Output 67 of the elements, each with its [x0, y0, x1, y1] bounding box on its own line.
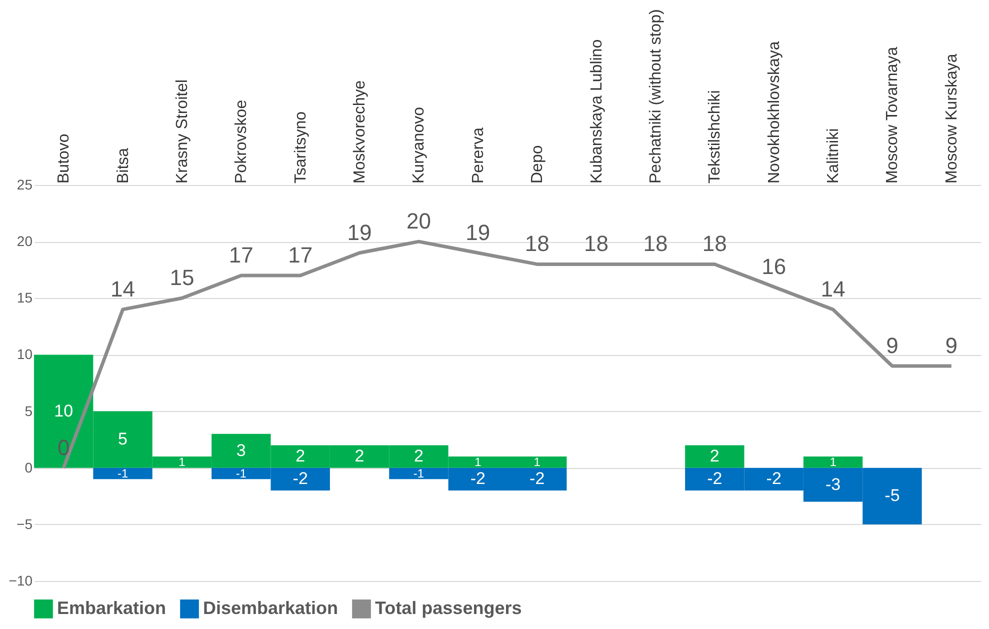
data-label: -1 — [413, 466, 424, 481]
data-label: 17 — [228, 242, 254, 268]
y-tick-label: −5 — [16, 516, 33, 532]
data-label: -2 — [470, 469, 486, 488]
data-label: 9 — [945, 333, 958, 358]
data-label: 1 — [178, 455, 186, 470]
legend-label: Embarkation — [57, 598, 166, 618]
data-label: -1 — [117, 466, 128, 481]
data-label: 19 — [347, 220, 372, 245]
data-label: 2 — [296, 446, 306, 466]
x-tick-label: Moscow Kurskaya — [943, 54, 960, 184]
data-label: -2 — [292, 469, 308, 488]
x-tick-label: Tekstilshchiki — [706, 90, 724, 184]
data-label: -5 — [884, 486, 900, 506]
x-tick-label: Depo — [529, 145, 546, 184]
data-label: 10 — [54, 401, 74, 420]
x-tick-label: Novokhokhlovskaya — [766, 41, 783, 184]
data-label: 16 — [762, 254, 786, 279]
x-tick-label: Pererva — [470, 127, 487, 184]
data-label: 18 — [643, 231, 668, 256]
x-tick-label: Krasny Stroitel — [174, 79, 191, 184]
data-label: 3 — [236, 440, 246, 460]
data-label: 2 — [710, 446, 720, 466]
data-label: -1 — [236, 466, 247, 481]
x-tick-label: Tsaritsyno — [292, 111, 310, 184]
data-label: 14 — [820, 276, 846, 302]
data-label: 17 — [288, 242, 313, 268]
bar — [803, 456, 863, 468]
data-label: 18 — [524, 231, 550, 256]
y-tick-label: 25 — [16, 176, 33, 192]
x-tick-label: Kubanskaya Lublino — [588, 39, 606, 184]
x-tick-label: Moskvorechye — [352, 80, 369, 184]
data-label: 1 — [830, 455, 837, 470]
data-label: -2 — [530, 469, 545, 488]
data-label: 2 — [354, 446, 364, 466]
data-label: 18 — [702, 231, 727, 256]
bar — [93, 468, 152, 480]
y-tick-label: −10 — [8, 572, 33, 588]
y-tick-label: 15 — [16, 290, 33, 306]
x-tick-label: Kuryanovo — [410, 106, 428, 184]
data-label: 2 — [414, 446, 424, 466]
x-tick-label: Butovo — [56, 134, 73, 184]
data-label: 0 — [57, 434, 70, 460]
y-tick-label: 5 — [24, 402, 33, 419]
legend-label: Total passengers — [375, 598, 522, 618]
data-label: 1 — [474, 455, 482, 470]
data-label: 18 — [584, 231, 609, 256]
x-tick-label: Kalitniki — [825, 128, 842, 184]
bar — [685, 445, 744, 468]
data-label: 20 — [406, 208, 431, 234]
x-tick-label: Pokrovskoe — [233, 100, 250, 184]
y-tick-label: 0 — [24, 459, 33, 476]
data-label: 5 — [118, 430, 128, 449]
data-label: 19 — [466, 220, 490, 245]
x-tick-label: Moscow Tovarnaya — [884, 46, 902, 184]
data-label: 1 — [534, 455, 541, 470]
data-label: 15 — [170, 265, 194, 290]
y-tick-label: 10 — [16, 346, 33, 362]
data-label: 14 — [110, 276, 136, 302]
data-label: -3 — [825, 474, 841, 494]
x-tick-label: Pechatniki (without stop) — [647, 9, 664, 184]
data-label: -2 — [766, 469, 782, 488]
legend-label: Disembarkation — [203, 598, 338, 618]
data-label: -2 — [707, 469, 722, 488]
y-tick-label: 20 — [16, 233, 33, 250]
data-label: 9 — [886, 333, 898, 358]
x-tick-label: Bitsa — [114, 148, 132, 184]
